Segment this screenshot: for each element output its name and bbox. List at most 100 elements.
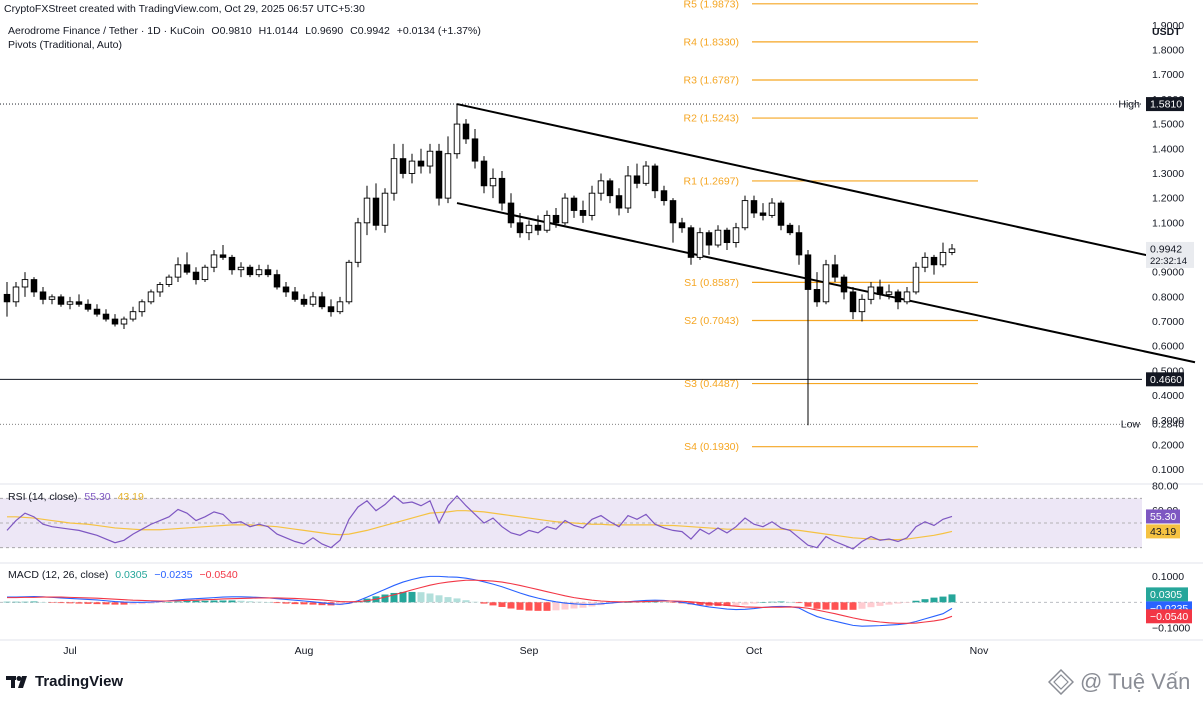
price-tick-label: 1.7000 — [1152, 69, 1184, 81]
candle-body — [570, 197, 578, 211]
macd-histogram-bar — [741, 602, 749, 605]
candle-body — [408, 160, 416, 174]
candle-body — [921, 256, 929, 268]
ohlc-legend: Aerodrome Finance / Tether · 1D · KuCoin… — [8, 25, 485, 37]
macd-histogram-bar — [480, 602, 488, 604]
candle-body — [273, 274, 281, 288]
macd-histogram-bar — [120, 602, 128, 605]
candle-body — [444, 153, 452, 199]
candle-body — [858, 298, 866, 313]
tradingview-logo[interactable]: TradingView — [6, 673, 123, 690]
macd-histogram-bar — [3, 601, 11, 603]
candle-body — [705, 232, 713, 246]
price-tick-label: 1.3000 — [1152, 168, 1184, 180]
candle-body — [372, 197, 380, 226]
price-tick-label: 1.9000 — [1152, 20, 1184, 32]
macd-histogram-bar — [129, 602, 137, 605]
candle-body — [453, 123, 461, 155]
candle-body — [120, 318, 128, 325]
candle-body — [345, 261, 353, 303]
candle-body — [768, 202, 776, 216]
macd-histogram-bar — [498, 602, 506, 607]
macd-histogram-bar — [939, 596, 947, 603]
candle-body — [561, 197, 569, 224]
price-tick-label: 1.8000 — [1152, 45, 1184, 57]
time-tick-label: Oct — [746, 645, 762, 657]
macd-histogram-bar — [624, 602, 632, 603]
pivot-label: R3 (1.6787) — [684, 74, 739, 86]
macd-histogram-bar — [300, 602, 308, 605]
candle-body — [66, 301, 74, 305]
macd-histogram-bar — [273, 602, 281, 604]
macd-histogram-bar — [921, 599, 929, 603]
rsi-pane: 80.0060.00 — [0, 481, 1178, 550]
macd-histogram-bar — [696, 602, 704, 606]
candle-body — [183, 264, 191, 273]
candle-body — [903, 291, 911, 303]
tradingview-icon — [6, 675, 27, 688]
macd-histogram-bar — [516, 602, 524, 610]
macd-histogram-bar — [786, 602, 794, 603]
macd-histogram-bar — [903, 602, 911, 603]
rsi-title: RSI (14, close) — [8, 491, 78, 503]
candle-body — [615, 195, 623, 209]
macd-line — [7, 575, 953, 627]
candle-body — [30, 279, 38, 293]
macd-histogram-bar — [579, 602, 587, 608]
symbol-name[interactable]: Aerodrome Finance / Tether · 1D · KuCoin — [8, 25, 205, 37]
candle-body — [543, 214, 551, 231]
price-axis: 1.90001.80001.70001.60001.50001.40001.30… — [1152, 20, 1184, 476]
rsi-tag-box — [1146, 509, 1180, 524]
candle-body — [876, 286, 884, 295]
macd-histogram-bar — [426, 593, 434, 603]
macd-histogram-bar — [417, 592, 425, 603]
candle-body — [462, 123, 470, 140]
macd-histogram-bar — [408, 591, 416, 603]
macd-histogram-bar — [489, 602, 497, 606]
candle-body — [759, 212, 767, 216]
candle-body — [75, 301, 83, 305]
pivots-legend[interactable]: Pivots (Traditional, Auto) — [8, 39, 122, 51]
candle-body — [930, 256, 938, 266]
candle-body — [156, 284, 164, 293]
macd-histogram-bar — [444, 597, 452, 603]
attribution-text: CryptoFXStreet created with TradingView.… — [4, 3, 365, 15]
watermark-icon — [1048, 669, 1074, 695]
price-tick-label: 1.5000 — [1152, 119, 1184, 131]
candle-body — [714, 229, 722, 246]
extreme-label: High — [1118, 99, 1140, 111]
candle-body — [93, 308, 101, 315]
macd-histogram-bar — [291, 602, 299, 605]
candle-body — [948, 248, 956, 253]
rsi-legend[interactable]: RSI (14, close) 55.30 43.19 — [8, 491, 148, 503]
macd-histogram-bar — [75, 602, 83, 604]
candle-body — [255, 269, 263, 276]
macd-histogram-bar — [732, 602, 740, 606]
channel-upper-line — [456, 103, 1178, 263]
macd-histogram-bar — [894, 602, 902, 604]
price-tick-label: 0.8000 — [1152, 291, 1184, 303]
candle-body — [219, 254, 227, 258]
macd-histogram-bar — [30, 601, 38, 603]
macd-histogram-bar — [867, 602, 875, 608]
macd-histogram-bar — [246, 601, 254, 603]
countdown-text: 22:32:14 — [1150, 256, 1187, 267]
candle-body — [696, 232, 704, 258]
candle-body — [597, 180, 605, 194]
candle-body — [606, 180, 614, 197]
macd-histogram-bar — [858, 602, 866, 609]
currency-label[interactable]: USDT — [1152, 26, 1181, 38]
candle-body — [804, 254, 812, 290]
candle-body — [939, 251, 947, 266]
time-tick-label: Nov — [970, 645, 989, 657]
candles — [3, 104, 956, 426]
candle-body — [741, 200, 749, 229]
macd-histogram-bar — [66, 602, 74, 604]
macd-legend[interactable]: MACD (12, 26, close) 0.0305 −0.0235 −0.0… — [8, 569, 242, 581]
candle-body — [732, 227, 740, 244]
high-tag-box — [1146, 97, 1184, 112]
close-value: C0.9942 — [350, 25, 390, 37]
macd-histogram-bar — [768, 601, 776, 603]
macd-histogram-bar — [912, 600, 920, 603]
